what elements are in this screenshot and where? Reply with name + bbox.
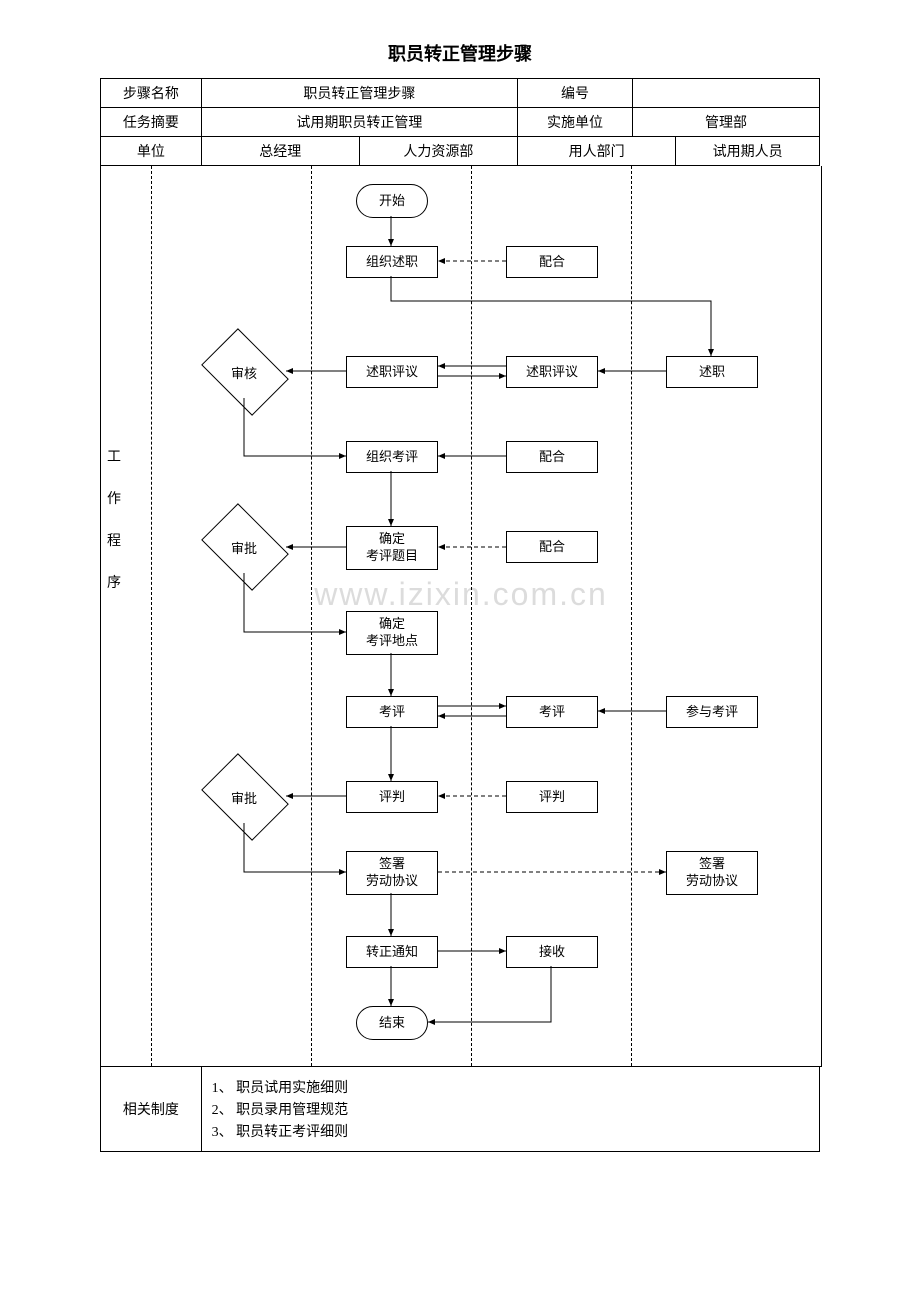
node-start: 开始	[356, 184, 428, 218]
node-sign-hr: 签署 劳动协议	[346, 851, 438, 895]
node-coop1: 配合	[506, 246, 598, 278]
header-table: 步骤名称 职员转正管理步骤 编号 任务摘要 试用期职员转正管理 实施单位 管理部…	[100, 78, 820, 166]
watermark: www.izixin.com.cn	[314, 576, 608, 613]
node-org-report: 组织述职	[346, 246, 438, 278]
hdr-cell: 编号	[518, 79, 633, 108]
node-receive: 接收	[506, 936, 598, 968]
hdr-cell: 管理部	[633, 108, 820, 137]
node-eval-hr: 考评	[346, 696, 438, 728]
node-end: 结束	[356, 1006, 428, 1040]
node-decide-topic: 确定 考评题目	[346, 526, 438, 570]
node-coop2: 配合	[506, 441, 598, 473]
arrows	[101, 166, 821, 1066]
node-sign-emp: 签署 劳动协议	[666, 851, 758, 895]
node-coop3: 配合	[506, 531, 598, 563]
hdr-cell: 步骤名称	[101, 79, 202, 108]
lane-hdr-gm: 总经理	[201, 137, 359, 166]
page-title: 职员转正管理步骤	[100, 40, 820, 66]
hdr-cell: 实施单位	[518, 108, 633, 137]
hdr-cell: 试用期职员转正管理	[201, 108, 517, 137]
hdr-cell: 任务摘要	[101, 108, 202, 137]
hdr-cell	[633, 79, 820, 108]
side-label: 工 作 程 序	[107, 446, 125, 614]
node-judge-hr: 评判	[346, 781, 438, 813]
lane-hdr-dept: 用人部门	[518, 137, 676, 166]
footer-table: 相关制度 1、 职员试用实施细则 2、 职员录用管理规范 3、 职员转正考评细则	[100, 1067, 820, 1152]
footer-items: 1、 职员试用实施细则 2、 职员录用管理规范 3、 职员转正考评细则	[201, 1067, 819, 1152]
hdr-cell: 职员转正管理步骤	[201, 79, 517, 108]
lane-hdr-unit: 单位	[101, 137, 202, 166]
lane-hdr-emp: 试用期人员	[676, 137, 820, 166]
node-review-dept: 述职评议	[506, 356, 598, 388]
node-review-hr: 述职评议	[346, 356, 438, 388]
node-join-eval: 参与考评	[666, 696, 758, 728]
footer-label: 相关制度	[101, 1067, 202, 1152]
node-judge-dept: 评判	[506, 781, 598, 813]
node-org-eval: 组织考评	[346, 441, 438, 473]
lane-hdr-hr: 人力资源部	[359, 137, 517, 166]
node-eval-dept: 考评	[506, 696, 598, 728]
flowchart: www.izixin.com.cn 工 作 程 序 开始 组织述职 配合 审核 …	[100, 166, 822, 1067]
node-decide-place: 确定 考评地点	[346, 611, 438, 655]
node-report: 述职	[666, 356, 758, 388]
node-notice: 转正通知	[346, 936, 438, 968]
